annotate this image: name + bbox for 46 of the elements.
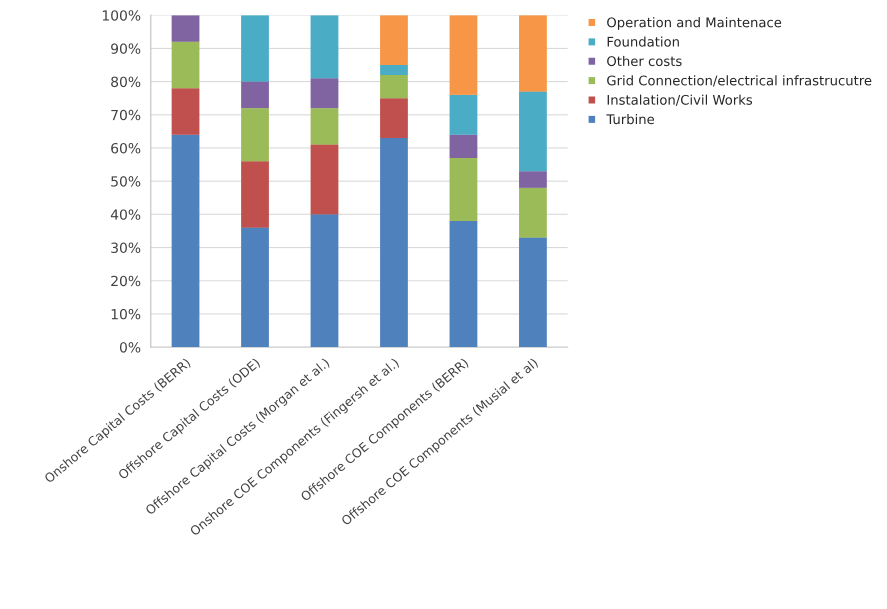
bar — [450, 221, 478, 348]
bar — [172, 42, 200, 88]
bar — [241, 108, 269, 162]
bar — [310, 78, 338, 108]
bar — [310, 108, 338, 145]
bar — [310, 15, 338, 78]
y-tick-label: 10% — [112, 308, 140, 320]
bar — [380, 74, 408, 98]
legend-label: Other costs — [607, 56, 682, 66]
bar — [310, 144, 338, 214]
bar — [380, 138, 408, 348]
bar — [241, 15, 269, 82]
legend-label: Instalation/Civil Works — [608, 94, 752, 106]
y-tick-label: 90% — [111, 43, 140, 54]
y-tick-label: 30% — [111, 242, 140, 254]
bar — [519, 15, 547, 92]
y-tick-label: 0% — [120, 342, 140, 353]
y-tick-label: 50% — [111, 176, 140, 187]
bar — [241, 228, 269, 348]
bar — [519, 188, 547, 238]
legend-label: Foundation — [608, 36, 679, 47]
bar — [450, 134, 478, 158]
bar — [310, 214, 338, 348]
y-tick-label: 40% — [110, 209, 140, 220]
bar — [241, 82, 269, 108]
bar — [450, 158, 478, 222]
y-tick-label: 60% — [111, 142, 140, 154]
bar — [172, 134, 200, 348]
legend-label: Grid Connection/electrical infrastrucutre — [607, 75, 872, 86]
y-tick-label: 20% — [111, 276, 140, 286]
bar — [450, 94, 478, 135]
bar — [380, 15, 408, 66]
bar — [380, 65, 408, 75]
y-tick-label: 100% — [102, 10, 140, 21]
legend-label: Turbine — [606, 114, 654, 124]
bar — [380, 98, 408, 138]
bar — [450, 15, 478, 95]
bar — [172, 15, 200, 42]
y-tick-label: 80% — [111, 76, 140, 88]
bar — [519, 171, 547, 188]
legend-label: Operation and Maintenace — [607, 17, 782, 30]
bar — [519, 92, 547, 172]
bar — [519, 238, 547, 348]
y-tick-label: 70% — [111, 110, 140, 120]
bar — [172, 88, 200, 135]
bar — [241, 161, 269, 228]
